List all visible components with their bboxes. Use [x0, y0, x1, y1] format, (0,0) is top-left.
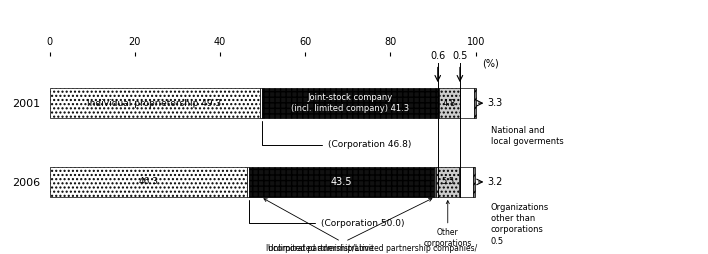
Text: 3.3: 3.3	[488, 98, 503, 108]
Text: Organizations
other than
corporations
0.5: Organizations other than corporations 0.…	[491, 203, 549, 246]
Text: (%): (%)	[482, 58, 499, 68]
Bar	[50, 167, 247, 197]
Text: 3.2: 3.2	[488, 177, 503, 187]
Text: 0.5: 0.5	[452, 51, 467, 61]
Bar	[440, 88, 460, 118]
Bar	[473, 167, 475, 197]
Text: 46.3: 46.3	[138, 178, 158, 186]
Bar	[436, 167, 459, 197]
Bar	[50, 88, 260, 118]
Text: Unlimited partnership/Limited partnership companies/
Limited liability company
0: Unlimited partnership/Limited partnershi…	[264, 199, 477, 254]
Bar	[460, 88, 474, 118]
Text: 4.8: 4.8	[443, 99, 456, 108]
Text: 5.5: 5.5	[441, 178, 455, 186]
Bar	[249, 167, 434, 197]
Bar	[247, 167, 249, 197]
Bar	[438, 88, 440, 118]
Text: National and
local goverments: National and local goverments	[491, 126, 564, 146]
Text: Individual proprietorship 49.3: Individual proprietorship 49.3	[88, 99, 222, 108]
Text: 0.6: 0.6	[430, 51, 445, 61]
Bar	[262, 88, 438, 118]
Text: (Corporation 46.8): (Corporation 46.8)	[262, 121, 411, 149]
Text: Joint-stock company
(incl. limited company) 41.3: Joint-stock company (incl. limited compa…	[291, 93, 409, 113]
Bar	[474, 88, 476, 118]
Text: Incorporated administrative
agencies, etc.  0.4: Incorporated administrative agencies, et…	[266, 199, 432, 254]
Text: 43.5: 43.5	[331, 177, 353, 187]
Bar	[434, 167, 436, 197]
Bar	[260, 88, 262, 118]
Text: Other
corporations: Other corporations	[423, 201, 472, 248]
Text: (Corporation 50.0): (Corporation 50.0)	[249, 200, 404, 228]
Bar	[459, 167, 473, 197]
